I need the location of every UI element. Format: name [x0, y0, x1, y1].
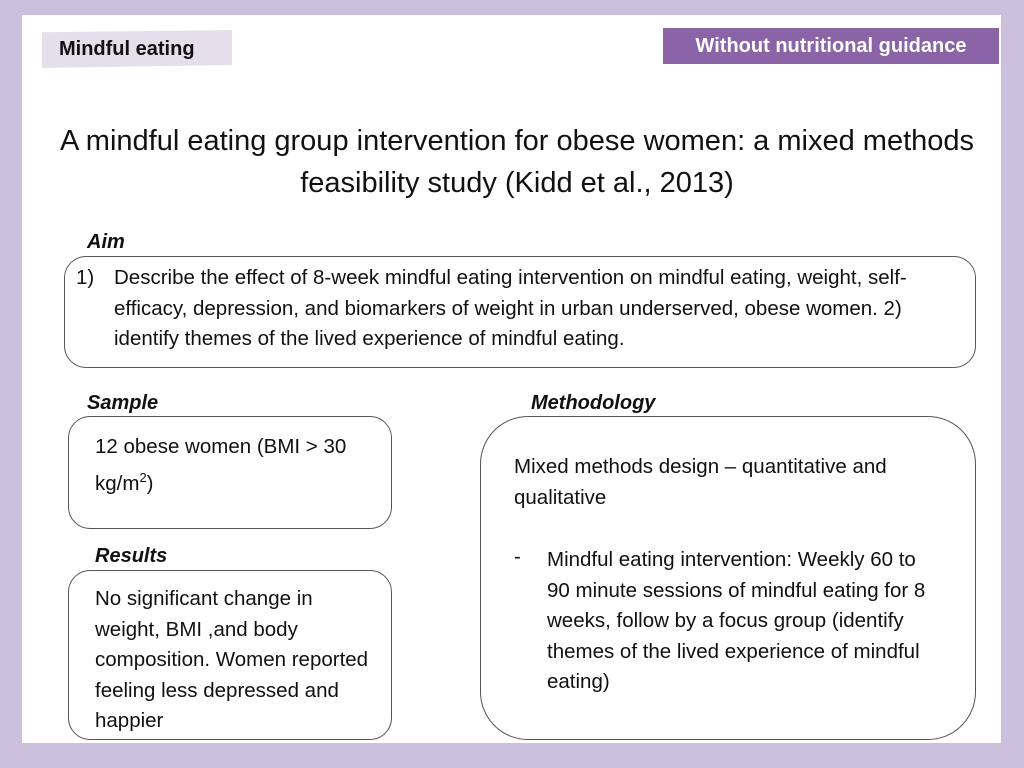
- methodology-bullet: Mindful eating intervention: Weekly 60 t…: [547, 548, 926, 693]
- topic-tag: Mindful eating: [42, 30, 232, 68]
- results-text: No significant change in weight, BMI ,an…: [95, 587, 369, 732]
- sample-superscript: 2: [139, 469, 147, 485]
- results-heading: Results: [95, 545, 168, 567]
- methodology-intro: Mixed methods design – quantitative and …: [514, 455, 887, 509]
- aim-heading: Aim: [87, 231, 125, 253]
- sample-heading: Sample: [87, 392, 159, 414]
- methodology-heading: Methodology: [531, 392, 656, 414]
- sample-text-main: 12 obese women (BMI > 30 kg/m: [95, 435, 347, 495]
- sample-text: 12 obese women (BMI > 30 kg/m2): [95, 432, 370, 499]
- methodology-box: [480, 416, 976, 740]
- category-tag: Without nutritional guidance: [663, 28, 999, 64]
- methodology-bullet-marker: -: [514, 545, 521, 568]
- sample-box: [68, 416, 392, 529]
- aim-box: [64, 256, 976, 368]
- topic-tag-label: Mindful eating: [59, 37, 195, 60]
- aim-number: 1): [76, 266, 95, 289]
- sample-text-end: ): [146, 471, 154, 495]
- aim-text: Describe the effect of 8-week mindful ea…: [114, 266, 907, 350]
- aim-list: 1) Describe the effect of 8-week mindful…: [76, 263, 966, 355]
- results-box: [68, 570, 392, 740]
- slide-title: A mindful eating group intervention for …: [59, 125, 975, 199]
- category-tag-label: Without nutritional guidance: [695, 34, 967, 57]
